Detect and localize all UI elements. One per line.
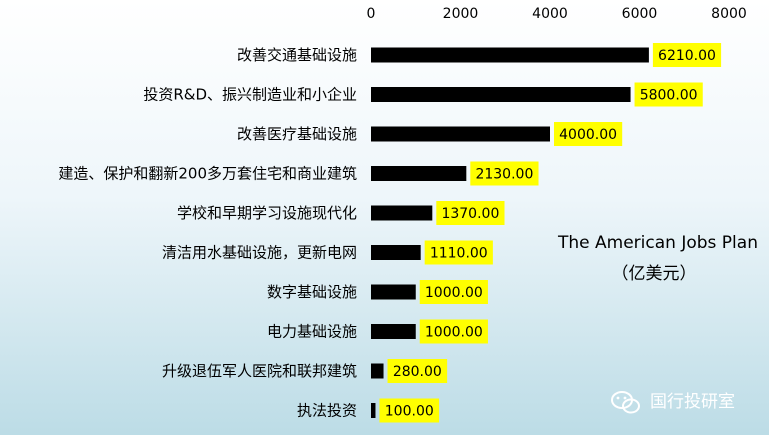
category-label: 改善交通基础设施: [237, 46, 357, 64]
data-label: 2130.00: [475, 167, 533, 183]
category-labels: 改善交通基础设施投资R&D、振兴制造业和小企业改善医疗基础设施建造、保护和翻新2…: [58, 46, 357, 420]
bar: [371, 47, 649, 63]
data-label-bg: [436, 201, 505, 225]
bar: [371, 166, 467, 181]
category-label: 执法投资: [297, 402, 357, 420]
bar: [371, 284, 416, 300]
category-label: 改善医疗基础设施: [237, 125, 357, 143]
data-label-bg: [652, 43, 722, 67]
data-label-bg: [419, 319, 488, 344]
data-label-bg: [470, 161, 539, 186]
x-tick-label: 8000: [711, 6, 747, 22]
x-tick-label: 6000: [622, 6, 658, 22]
data-label-bg: [379, 398, 440, 423]
data-label: 280.00: [393, 364, 442, 380]
bar: [371, 403, 376, 418]
data-labels: 6210.00 5800.00 4000.00 2130.00 1370.00 1110.…: [379, 43, 722, 423]
category-label: 数字基础设施: [267, 283, 357, 301]
watermark-text: 国行投研室: [650, 392, 735, 412]
data-label: 1110.00: [430, 246, 488, 262]
x-tick-label: 4000: [532, 6, 568, 22]
bars: [371, 47, 649, 418]
x-axis-ticks: 0 2000 4000 6000 8000: [367, 6, 747, 22]
data-label: 1000.00: [425, 285, 483, 301]
bar: [371, 205, 433, 221]
data-label: 1000.00: [425, 325, 483, 341]
bar: [371, 245, 421, 260]
data-label-bg: [634, 82, 703, 107]
data-label-bg: [419, 280, 488, 304]
data-label-bg: [424, 240, 493, 265]
category-label: 学校和早期学习设施现代化: [177, 204, 357, 222]
data-label: 5800.00: [640, 88, 698, 104]
category-label: 升级退伍军人医院和联邦建筑: [162, 362, 357, 380]
data-label: 4000.00: [559, 127, 617, 143]
category-label: 电力基础设施: [267, 323, 357, 341]
bar: [371, 363, 384, 379]
data-label: 6210.00: [658, 48, 716, 64]
chart-annotation-title: The American Jobs Plan: [557, 233, 758, 253]
wechat-icon: [611, 391, 640, 414]
chart-annotation-unit: （亿美元）: [612, 264, 697, 284]
category-label: 投资R&D、振兴制造业和小企业: [143, 86, 357, 104]
data-label: 1370.00: [441, 206, 499, 222]
x-tick-label: 2000: [443, 6, 479, 22]
category-label: 建造、保护和翻新200多万套住宅和商业建筑: [58, 165, 357, 183]
data-label-bg: [387, 359, 448, 383]
data-label: 100.00: [385, 404, 434, 420]
bar: [371, 126, 550, 142]
bar: [371, 324, 416, 339]
data-label-bg: [554, 122, 623, 146]
category-label: 清洁用水基础设施，更新电网: [162, 244, 357, 262]
x-tick-label: 0: [367, 6, 376, 22]
bar: [371, 87, 631, 102]
